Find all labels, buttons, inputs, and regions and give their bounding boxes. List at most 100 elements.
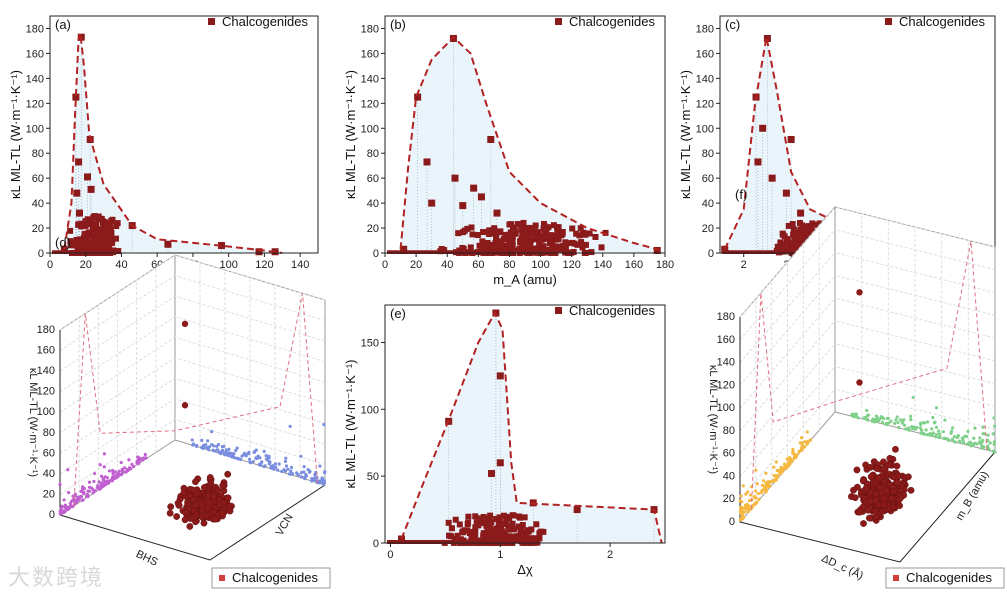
projection-point <box>775 468 779 473</box>
projection-point <box>190 438 194 442</box>
data-point <box>182 509 190 517</box>
projection-point <box>251 459 255 464</box>
projection-point <box>919 431 923 435</box>
projection-point <box>986 438 990 443</box>
y-tick-label: 120 <box>26 98 44 110</box>
data-point <box>536 245 543 252</box>
data-point <box>84 173 92 181</box>
projection-point <box>98 463 102 467</box>
data-point <box>851 494 859 502</box>
z-tick-label: 180 <box>717 311 735 323</box>
y-axis-title: κL ML-TL (W·m⁻¹·K⁻¹) <box>343 359 358 488</box>
data-point <box>794 240 801 247</box>
z-tick-label: 180 <box>37 324 55 336</box>
data-point <box>602 229 609 236</box>
data-point <box>493 209 501 217</box>
data-point <box>509 238 516 245</box>
y-tick-label: 20 <box>702 223 714 235</box>
projection-point <box>953 440 957 444</box>
data-point <box>226 507 234 515</box>
data-point <box>80 234 87 241</box>
data-point <box>479 238 486 245</box>
data-point <box>491 244 498 251</box>
z-tick-label: 100 <box>37 406 55 418</box>
z-tick-label: 120 <box>717 379 735 391</box>
data-point <box>82 222 89 229</box>
data-point <box>872 508 879 515</box>
envelope-area <box>724 37 991 254</box>
x-tick-label: 180 <box>656 259 674 271</box>
projection-point <box>792 455 797 459</box>
projection-point <box>209 429 214 434</box>
data-point <box>476 515 483 522</box>
projection-point <box>981 425 985 429</box>
projection-point <box>981 432 985 436</box>
data-point <box>890 488 897 495</box>
z-axis-title: κL ML-TL (W·m⁻¹·K⁻¹) <box>707 365 719 474</box>
data-point <box>560 243 567 250</box>
projection-point <box>100 485 104 489</box>
projection-point <box>299 471 304 475</box>
data-point <box>809 220 816 227</box>
projection-point <box>227 447 231 451</box>
data-point <box>181 402 189 409</box>
projection-point <box>123 470 127 474</box>
x-tick-label: 140 <box>594 259 612 271</box>
data-point <box>67 240 74 247</box>
data-point <box>577 225 584 232</box>
envelope-line <box>834 240 988 451</box>
data-point <box>500 236 507 243</box>
data-point <box>890 473 897 481</box>
data-point <box>795 229 802 236</box>
grid-line <box>834 252 996 294</box>
projection-point <box>267 454 271 458</box>
projection-point <box>767 484 771 488</box>
data-point <box>598 244 605 251</box>
data-point <box>113 235 120 242</box>
projection-point <box>797 450 801 454</box>
panel-label: (d) <box>55 235 71 250</box>
projection-point <box>310 479 314 483</box>
x-axis-title: m_A (amu) <box>493 272 557 287</box>
data-point <box>469 231 476 238</box>
y-tick-label: 100 <box>26 123 44 135</box>
data-point <box>532 247 539 254</box>
z-tick-label: 20 <box>43 488 55 500</box>
projection-point <box>130 462 134 467</box>
data-point <box>483 243 490 250</box>
projection-point <box>897 425 901 430</box>
x-tick-label: 40 <box>115 259 127 271</box>
data-point <box>754 158 762 166</box>
projection-point <box>244 452 248 457</box>
data-point <box>521 514 528 521</box>
projection-point <box>950 437 955 441</box>
data-point <box>907 486 915 494</box>
grid-line <box>59 254 176 331</box>
y-tick-label: 50 <box>367 471 379 483</box>
projection-point <box>210 443 214 447</box>
projection-point <box>82 492 86 496</box>
y-tick-label: 120 <box>696 98 714 110</box>
grid-line <box>174 275 326 322</box>
z-tick-label: 140 <box>717 357 735 369</box>
projection-point <box>320 476 324 480</box>
envelope-line <box>750 292 836 509</box>
projection-point <box>980 446 984 450</box>
projection-point <box>934 425 939 429</box>
data-point <box>549 239 556 246</box>
x-tick-label: 40 <box>441 259 453 271</box>
data-point <box>173 513 181 520</box>
data-point <box>193 511 200 518</box>
projection-point <box>972 436 976 440</box>
data-point <box>488 469 496 477</box>
panel-label: (e) <box>390 306 406 321</box>
x-tick-label: 80 <box>503 259 515 271</box>
data-point <box>459 202 467 210</box>
x-axis-title: ΔD_c (Å) <box>819 552 865 583</box>
data-point <box>808 224 815 231</box>
grid-line <box>59 295 176 372</box>
data-point <box>452 516 459 523</box>
data-point <box>514 537 521 544</box>
data-point <box>864 506 872 514</box>
data-point <box>510 247 517 254</box>
